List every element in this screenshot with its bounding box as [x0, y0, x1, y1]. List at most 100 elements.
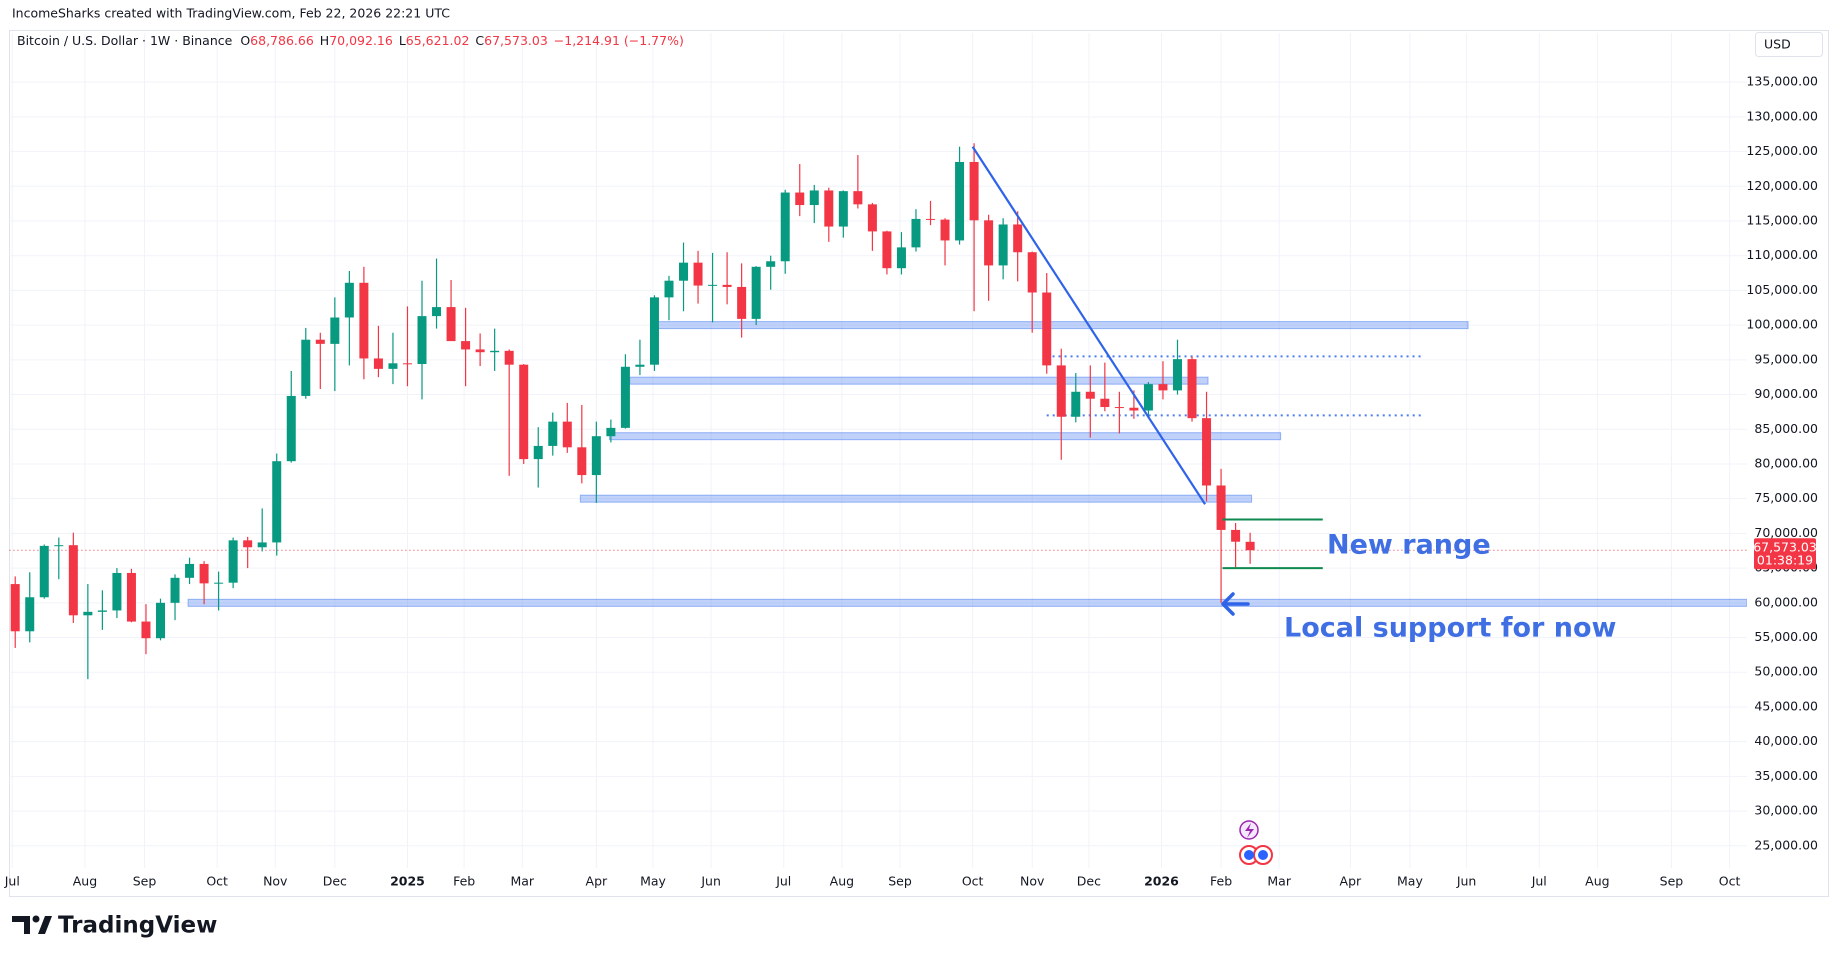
candle-body	[577, 447, 587, 476]
candle-body	[461, 341, 471, 350]
y-tick-label: 110,000.00	[1746, 247, 1818, 262]
candle-body	[635, 364, 645, 367]
legend-key: L	[399, 33, 406, 48]
support-zone	[608, 432, 1282, 441]
x-tick-label: Aug	[73, 874, 97, 889]
y-tick-label: 95,000.00	[1754, 351, 1818, 366]
candle-body	[373, 358, 383, 369]
x-tick-label: Oct	[1719, 874, 1741, 889]
x-tick-label: Sep	[888, 874, 912, 889]
y-tick-label: 75,000.00	[1754, 490, 1818, 505]
drawings-layer	[9, 321, 1747, 607]
x-tick-label: Aug	[1585, 874, 1609, 889]
candle-body	[504, 350, 514, 365]
y-tick-label: 130,000.00	[1746, 108, 1818, 123]
candle-body	[809, 190, 819, 206]
candle-body	[199, 563, 209, 584]
x-tick-label: Apr	[586, 874, 608, 889]
y-tick-label: 120,000.00	[1746, 178, 1818, 193]
support-zone	[187, 598, 1747, 607]
y-tick-label: 80,000.00	[1754, 455, 1818, 470]
y-tick-label: 30,000.00	[1754, 803, 1818, 818]
legend-change: −1,214.91 (−1.77%)	[554, 33, 684, 48]
candle-body	[955, 161, 965, 241]
candle-body	[126, 572, 136, 622]
candle-body	[388, 363, 398, 369]
x-tick-label: Nov	[1020, 874, 1045, 889]
brand-name: TradingView	[58, 913, 217, 939]
candle-body	[926, 218, 936, 220]
economic-event-flag	[1258, 850, 1268, 860]
logo-mark	[38, 916, 52, 934]
candle-body	[1187, 359, 1197, 419]
symbol-legend: Bitcoin / U.S. Dollar · 1W · Binance O68,…	[17, 33, 684, 48]
candle-body	[1231, 529, 1241, 542]
candle-body	[1129, 407, 1139, 411]
x-tick-label: Mar	[1267, 874, 1291, 889]
y-tick-label: 50,000.00	[1754, 664, 1818, 679]
y-tick-label: 105,000.00	[1746, 282, 1818, 297]
candle-body	[83, 611, 93, 616]
candle-body	[620, 366, 630, 428]
y-tick-label: 100,000.00	[1746, 317, 1818, 332]
candle-body	[228, 540, 238, 583]
watermark-credit: IncomeSharks created with TradingView.co…	[12, 6, 450, 21]
candle-body	[969, 161, 979, 221]
candle-body	[882, 231, 892, 269]
price-tag	[1754, 538, 1816, 570]
price-tag-countdown: 01:38:19	[1757, 553, 1813, 568]
candle-body	[141, 621, 151, 639]
candle-body	[998, 224, 1008, 266]
x-tick-label: Jul	[1531, 874, 1547, 889]
candle-body	[359, 282, 369, 359]
candle-body	[68, 545, 78, 616]
candle-body	[97, 610, 107, 612]
symbol-title: Bitcoin / U.S. Dollar · 1W · Binance	[17, 33, 233, 48]
brand-logo[interactable]: TradingView	[12, 913, 217, 939]
candle-body	[853, 191, 863, 205]
candle-body	[1143, 384, 1153, 411]
candles-layer	[10, 143, 1255, 680]
y-tick-label: 35,000.00	[1754, 768, 1818, 783]
x-tick-label: Feb	[453, 874, 475, 889]
x-tick-label: May	[640, 874, 666, 889]
legend-value: 67,573.03	[484, 33, 548, 48]
x-tick-label: Oct	[206, 874, 228, 889]
currency-box[interactable]	[1755, 32, 1823, 57]
candle-body	[25, 597, 35, 632]
candle-body	[214, 582, 224, 584]
drawings-top-layer	[971, 146, 1323, 570]
candle-body	[315, 339, 325, 344]
candle-body	[824, 190, 834, 227]
candle-body	[1056, 365, 1066, 417]
candle-body	[417, 316, 427, 365]
logo-mark	[12, 916, 30, 934]
x-tick-label: Mar	[510, 874, 534, 889]
y-tick-label: 45,000.00	[1754, 698, 1818, 713]
candle-body	[591, 436, 601, 476]
legend-key: C	[475, 33, 484, 48]
y-tick-label: 25,000.00	[1754, 837, 1818, 852]
candle-body	[490, 350, 500, 353]
candle-body	[766, 261, 776, 267]
candle-body	[330, 317, 340, 344]
candle-body	[737, 286, 747, 319]
legend-value: 70,092.16	[329, 33, 393, 48]
candle-body	[185, 563, 195, 578]
candle-body	[1013, 224, 1023, 253]
currency-label[interactable]: USD	[1764, 37, 1791, 52]
y-tick-label: 55,000.00	[1754, 629, 1818, 644]
candle-body	[1245, 541, 1255, 551]
candle-body	[940, 219, 950, 241]
candle-body	[1158, 384, 1168, 391]
candle-body	[838, 191, 848, 227]
grid-layer	[9, 33, 1747, 868]
candle-body	[344, 282, 354, 318]
candle-body	[867, 204, 877, 232]
candle-body	[155, 602, 165, 639]
candle-body	[1114, 407, 1124, 409]
candle-body	[1172, 359, 1182, 391]
